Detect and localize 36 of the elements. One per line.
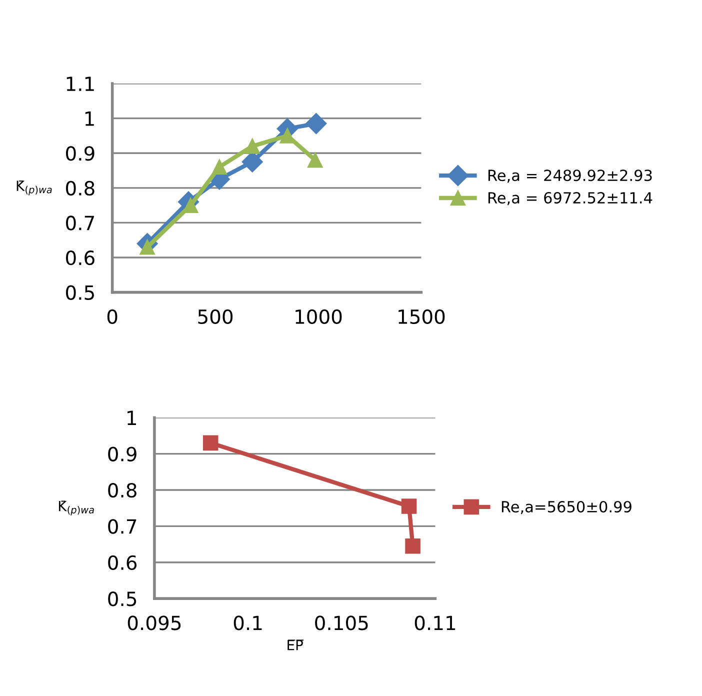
y-tick-label: 0.9	[66, 146, 94, 161]
legend-label: Re,a=5650±0.99	[502, 500, 632, 514]
x-tick-label: 1000	[296, 309, 342, 324]
x-tick-label: 0.1	[234, 616, 262, 630]
y-tick-label: 0.7	[66, 216, 94, 230]
point	[202, 435, 218, 451]
legend-label: Re,a = 2489.92±2.93	[488, 170, 652, 183]
y-axis-title: K̄$_{(p)wa}$	[58, 500, 94, 516]
point	[401, 498, 417, 514]
y-tick-label: 0.7	[108, 519, 136, 534]
point	[280, 128, 295, 144]
x-tick-label: 0.11	[414, 616, 456, 630]
point	[244, 138, 260, 154]
y-tick-label: 1	[85, 112, 94, 126]
x-axis-title: E̅P̅	[288, 640, 304, 650]
x-tick-label: 0	[107, 309, 118, 324]
legend-label: Re,a = 6972.52±11.4	[488, 192, 652, 206]
y-tick-label: 0.5	[108, 592, 136, 606]
point	[306, 113, 327, 134]
y-tick-label: 1.1	[66, 76, 94, 91]
y-tick-label: 0.6	[108, 555, 137, 570]
y-tick-label: 0.8	[66, 180, 94, 196]
x-tick-label: 0.095	[128, 616, 181, 630]
point	[212, 159, 228, 175]
x-tick-label: 1500	[398, 309, 445, 324]
x-tick-label: 500	[198, 309, 233, 324]
y-tick-label: 0.9	[108, 446, 136, 462]
point	[405, 538, 420, 554]
y-tick-label: 0.5	[66, 285, 94, 300]
x-tick-label: 0.105	[315, 616, 368, 630]
point	[308, 152, 323, 168]
point	[182, 198, 198, 213]
y-tick-label: 0.8	[108, 482, 136, 498]
y-tick-label: 0.6	[66, 250, 94, 266]
y-axis-title: K̄$_{(p)wa}$	[16, 180, 52, 196]
y-tick-label: 1	[128, 410, 136, 425]
